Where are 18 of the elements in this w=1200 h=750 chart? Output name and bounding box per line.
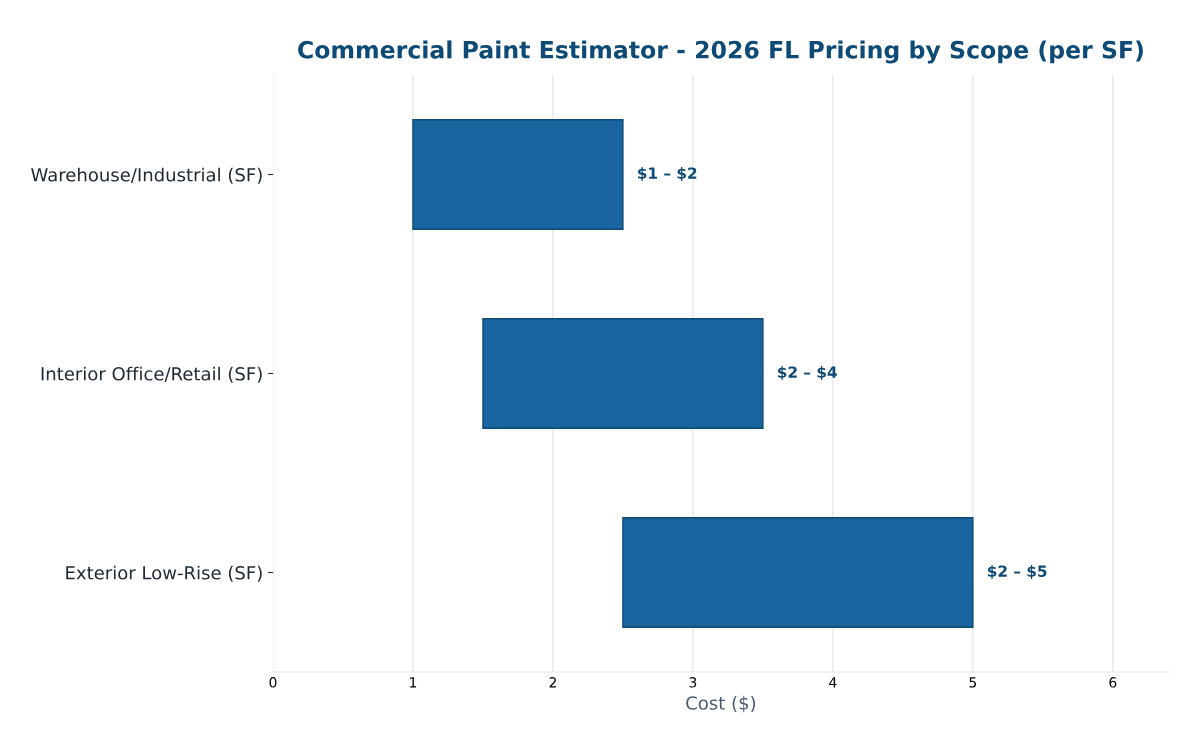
chart-title: Commercial Paint Estimator - 2026 FL Pricing by Scope (per SF) [298,40,1143,64]
bar [622,517,974,628]
x-tick-label: 3 [689,677,697,688]
y-tick-label: Exterior Low-Rise (SF) [66,565,262,582]
x-tick-label: 1 [410,677,417,688]
data-label: $1 – $2 [638,167,697,181]
x-tick-label: 6 [1109,677,1117,688]
y-tick-label: Interior Office/Retail (SF) [41,366,262,383]
bar [482,318,764,429]
x-tick-label: 0 [269,677,277,688]
x-axis-title: Cost ($) [686,695,756,713]
data-label: $2 – $4 [777,366,837,380]
x-tick-label: 4 [829,677,837,688]
bar [412,119,624,230]
x-tick-label: 2 [549,677,556,688]
y-tick-label: Warehouse/Industrial (SF) [31,167,262,184]
x-tick-label: 5 [969,677,977,688]
data-label: $2 – $5 [987,565,1047,579]
